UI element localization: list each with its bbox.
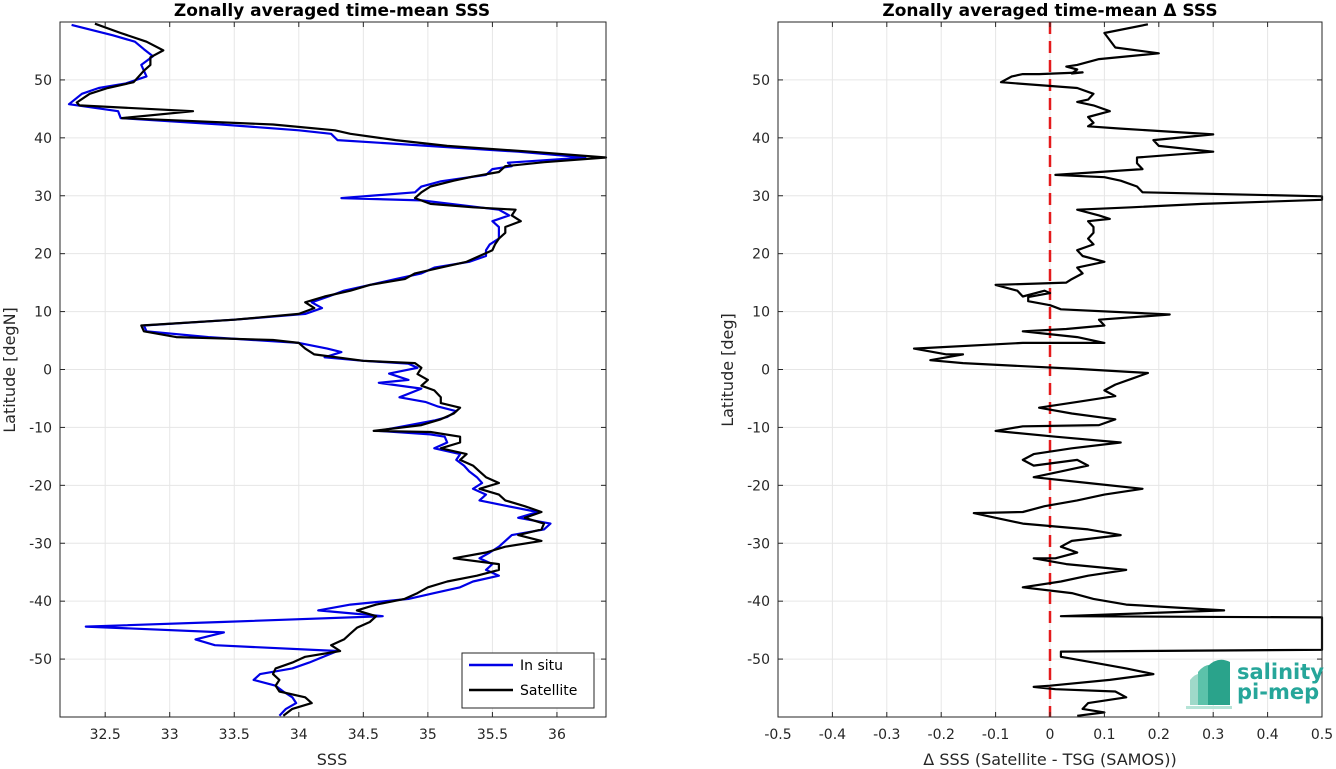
- left-y-tick-label: -50: [29, 652, 52, 668]
- right-x-tick-label: 0.2: [1148, 727, 1170, 743]
- left-y-tick-label: -30: [29, 536, 52, 552]
- right-x-tick-label: -0.2: [928, 727, 955, 743]
- right-y-tick-label: 10: [752, 305, 770, 321]
- right-x-tick-label: 0.5: [1311, 727, 1333, 743]
- right-y-tick-label: 0: [761, 363, 770, 379]
- left-series-group: [67, 22, 608, 717]
- legend: In situ Satellite: [461, 652, 595, 709]
- right-x-tick-label: -0.5: [764, 727, 791, 743]
- right-y-tick-label: -30: [747, 536, 770, 552]
- left-chart-title: Zonally averaged time-mean SSS: [174, 1, 490, 21]
- right-x-tick-label: -0.4: [819, 727, 846, 743]
- legend-box: [461, 652, 595, 709]
- right-x-tick-label: 0: [1046, 727, 1055, 743]
- left-y-tick-label: 0: [43, 363, 52, 379]
- right-panel: Zonally averaged time-mean Δ SSS -0.5 -0.…: [718, 1, 1333, 769]
- logo-text-salinity: salinity: [1237, 660, 1324, 684]
- legend-label-satellite: Satellite: [520, 683, 577, 699]
- right-y-tick-label: 40: [752, 131, 770, 147]
- logo-wave-shape-3: [1208, 659, 1230, 705]
- left-y-tick-label: -40: [29, 594, 52, 610]
- logo-text-pimep: pi-mep: [1237, 680, 1319, 704]
- legend-label-in-situ: In situ: [520, 658, 563, 674]
- left-x-ticks: 32.5 33 33.5 34 34.5 35 35.5 36: [90, 22, 566, 743]
- left-panel: Zonally averaged time-mean SSS 32.5 33 33.…: [0, 1, 608, 769]
- left-series-line-in-situ: [67, 23, 587, 717]
- left-y-tick-label: 50: [34, 73, 52, 89]
- logo-wave-base: [1186, 706, 1232, 709]
- right-y-tick-label: -40: [747, 594, 770, 610]
- right-x-tick-label: -0.3: [873, 727, 900, 743]
- left-x-tick-label: 35.5: [477, 727, 508, 743]
- left-x-tick-label: 34: [290, 727, 308, 743]
- right-y-ticks: -50 -40 -30 -20 -10 0 10 20 30 40 50: [747, 73, 1322, 668]
- left-series-line-satellite: [75, 22, 608, 717]
- logo-wave-icon: [1186, 659, 1232, 709]
- left-y-tick-label: -20: [29, 478, 52, 494]
- right-x-axis-label: Δ SSS (Satellite - TSG (SAMOS)): [923, 750, 1176, 769]
- right-x-ticks: -0.5 -0.4 -0.3 -0.2 -0.1 0 0.1 0.2 0.3 0.4 0.5: [764, 22, 1333, 743]
- right-x-tick-label: -0.1: [982, 727, 1009, 743]
- left-y-ticks: -50 -40 -30 -20 -10 0 10 20 30 40 50: [29, 73, 606, 668]
- salinity-pimep-logo: salinity pi-mep: [1186, 659, 1324, 709]
- left-y-tick-label: 30: [34, 189, 52, 205]
- left-x-tick-label: 34.5: [348, 727, 379, 743]
- left-x-tick-label: 33: [161, 727, 179, 743]
- left-y-tick-label: 40: [34, 131, 52, 147]
- left-grid: [60, 22, 606, 717]
- left-y-tick-label: 20: [34, 247, 52, 263]
- left-y-tick-label: -10: [29, 420, 52, 436]
- right-y-tick-label: -50: [747, 652, 770, 668]
- left-y-tick-label: 10: [34, 305, 52, 321]
- right-series-line-delta-sss: [912, 23, 1324, 717]
- right-x-tick-label: 0.1: [1093, 727, 1115, 743]
- left-x-tick-label: 35: [419, 727, 437, 743]
- left-x-axis-label: SSS: [317, 750, 347, 769]
- right-y-tick-label: 20: [752, 247, 770, 263]
- right-y-tick-label: 30: [752, 189, 770, 205]
- right-x-tick-label: 0.4: [1256, 727, 1278, 743]
- left-x-tick-label: 32.5: [90, 727, 121, 743]
- right-y-axis-label: Latitude [deg]: [718, 313, 737, 427]
- right-y-tick-label: 50: [752, 73, 770, 89]
- right-chart-title: Zonally averaged time-mean Δ SSS: [882, 1, 1217, 21]
- left-y-axis-label: Latitude [degN]: [0, 307, 19, 433]
- left-x-tick-label: 36: [548, 727, 566, 743]
- right-series-group: [912, 23, 1324, 717]
- right-y-tick-label: -10: [747, 420, 770, 436]
- right-y-tick-label: -20: [747, 478, 770, 494]
- left-x-tick-label: 33.5: [219, 727, 250, 743]
- right-x-tick-label: 0.3: [1202, 727, 1224, 743]
